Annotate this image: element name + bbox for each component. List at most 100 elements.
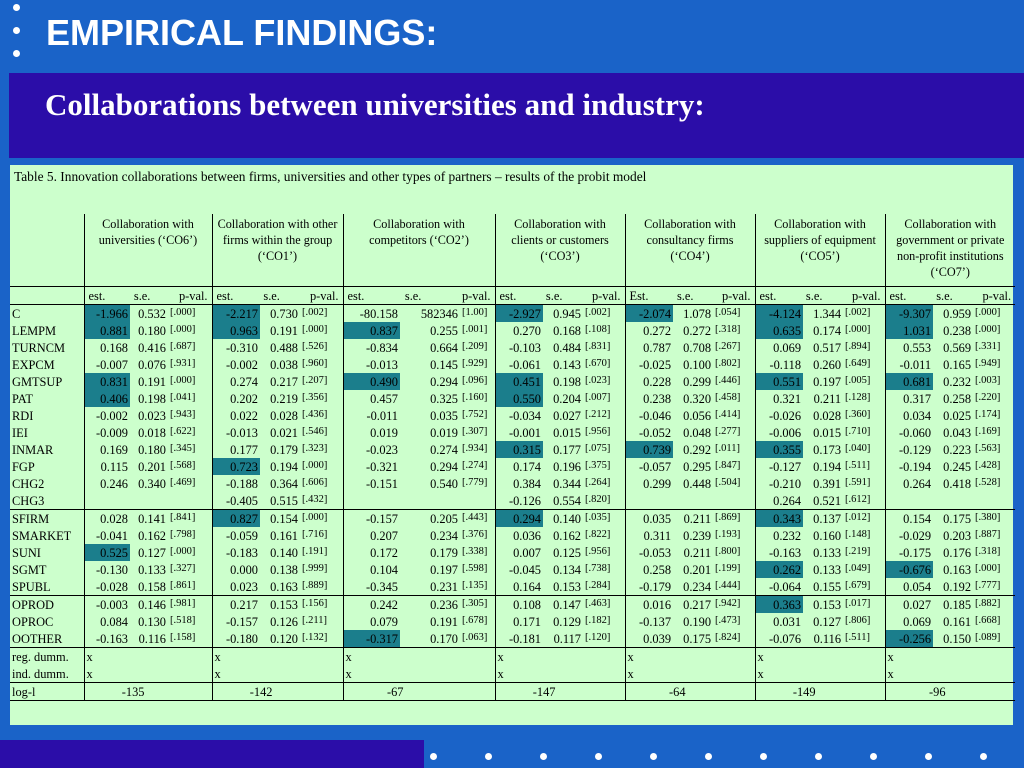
p-value-cell: [.428] <box>975 460 1001 471</box>
estimate-cell <box>342 492 400 510</box>
p-value-cell: [.511] <box>845 632 871 643</box>
std-error-cell: 0.540 <box>430 476 458 491</box>
estimate-cell: -0.157 <box>211 613 260 630</box>
table-row: TURNCM 0.168 0.416 [.687] -0.310 0.488 [.526] -… <box>10 339 1015 356</box>
p-value-cell: [.274] <box>462 460 488 471</box>
estimate-cell: -0.026 <box>754 407 804 424</box>
p-value-cell: [.002] <box>843 304 886 322</box>
p-value-cell: [.649] <box>845 358 871 369</box>
std-error-cell: 0.021 <box>270 425 298 440</box>
std-error-cell: 0.130 <box>138 614 166 629</box>
subheader-label: s.e. <box>676 288 694 303</box>
estimate-cell: 0.084 <box>83 613 130 630</box>
p-value-cell: [.307] <box>462 426 488 437</box>
estimate-cell: -0.045 <box>494 561 543 578</box>
p-value-cell: [.305] <box>460 595 495 613</box>
estimate-cell: 0.550 <box>494 390 543 407</box>
std-error-cell: 0.204 <box>553 391 581 406</box>
std-error-cell: 0.018 <box>138 425 166 440</box>
std-error-cell: 0.295 <box>683 459 712 474</box>
subheader-label: est. <box>889 288 907 303</box>
table-row: SGMT -0.130 0.133 [.327] 0.000 0.138 [.999] 0.1… <box>10 561 1015 578</box>
p-value-cell: [.005] <box>845 375 871 386</box>
dummy-row: ind. dumm. x x x x x x x <box>10 665 1016 683</box>
std-error-cell: 0.274 <box>430 442 458 457</box>
p-value-cell: [.002] <box>300 304 343 322</box>
estimate-cell: -0.052 <box>624 424 674 441</box>
std-error-cell: 0.234 <box>683 579 712 594</box>
estimate-cell: -0.834 <box>342 339 400 356</box>
estimate-cell: -0.175 <box>884 544 934 561</box>
estimate-cell: 0.274 <box>211 373 260 390</box>
estimate-cell: 0.177 <box>211 441 260 458</box>
estimate-cell: 0.739 <box>624 441 674 458</box>
dot-icon <box>980 753 987 760</box>
p-value-cell: [.199] <box>715 563 741 574</box>
std-error-cell: 1.078 <box>673 304 714 322</box>
std-error-cell: 0.127 <box>813 614 842 629</box>
estimate-cell: -0.179 <box>624 578 674 596</box>
p-value-cell: [.120] <box>585 632 611 643</box>
p-value-cell: [.000] <box>302 460 328 471</box>
estimate-cell: -0.007 <box>83 356 130 373</box>
dot-icon <box>540 753 547 760</box>
variable-label: SPUBL <box>12 579 51 594</box>
p-value-cell: [.956] <box>585 546 611 557</box>
p-value-cell: [.943] <box>170 409 196 420</box>
p-value-cell: [.802] <box>715 358 741 369</box>
loglik-row: log-l -135 -142 -67 -147 -64 -149 -96 <box>10 682 1016 701</box>
p-value-cell: [.345] <box>170 443 196 454</box>
subheader-label: s.e. <box>545 288 563 303</box>
column-subheader: Est. s.e. p-val. <box>624 286 756 305</box>
estimate-cell: 0.232 <box>754 527 804 544</box>
estimate-cell: -0.034 <box>494 407 543 424</box>
std-error-cell: 0.116 <box>138 631 166 646</box>
subheader-label: Est. <box>629 288 649 303</box>
loglik-value: -142 <box>249 684 273 699</box>
p-value-cell: [.612] <box>845 494 871 505</box>
loglik-value: -64 <box>669 684 686 699</box>
loglik-label: log-l <box>10 682 84 701</box>
estimate-cell: 0.311 <box>624 527 674 544</box>
dummy-mark: x <box>754 665 886 683</box>
estimate-cell: 0.168 <box>83 339 130 356</box>
estimate-cell: -0.118 <box>754 356 804 373</box>
estimate-cell <box>83 492 130 510</box>
estimate-cell: -0.256 <box>884 630 934 648</box>
estimate-cell: 0.034 <box>884 407 934 424</box>
estimate-cell: 0.827 <box>211 509 260 527</box>
std-error-cell: 0.125 <box>553 545 581 560</box>
variable-label: PAT <box>12 391 33 406</box>
p-value-cell: [.323] <box>302 443 328 454</box>
estimate-cell: -0.064 <box>754 578 804 596</box>
variable-label: SGMT <box>12 562 47 577</box>
p-value-cell: [.824] <box>715 632 741 643</box>
table-row: RDI -0.002 0.023 [.943] 0.022 0.028 [.436] -0.0… <box>10 407 1015 424</box>
estimate-cell: -0.076 <box>754 630 804 648</box>
std-error-cell: 0.219 <box>270 391 298 406</box>
estimate-cell: -0.029 <box>884 527 934 544</box>
std-error-cell: 0.517 <box>813 340 842 355</box>
std-error-cell: 1.344 <box>803 304 844 322</box>
estimate-cell: 0.262 <box>754 561 804 578</box>
estimate-cell: -0.188 <box>211 475 260 492</box>
p-value-cell: [.956] <box>585 426 611 437</box>
std-error-cell: 0.231 <box>430 579 458 594</box>
estimate-cell: -0.127 <box>754 458 804 475</box>
p-value-cell: [.356] <box>302 392 328 403</box>
estimate-cell: -0.317 <box>342 630 400 648</box>
estimate-cell: 0.028 <box>83 509 130 527</box>
std-error-cell: 0.129 <box>553 614 581 629</box>
subheader-label: p-val. <box>851 288 881 303</box>
std-error-cell: 0.190 <box>683 614 712 629</box>
estimate-cell: 0.023 <box>211 578 260 596</box>
std-error-cell: 0.294 <box>430 374 458 389</box>
p-value-cell: [.563] <box>975 443 1001 454</box>
p-value-cell: [.469] <box>170 477 196 488</box>
estimate-cell: -0.137 <box>624 613 674 630</box>
std-error-cell: 0.515 <box>270 493 298 508</box>
p-value-cell: [.158] <box>170 632 196 643</box>
table-row: OPROC 0.084 0.130 [.518] -0.157 0.126 [.211] 0.… <box>10 613 1015 630</box>
table-row: GMTSUP 0.831 0.191 [.000] 0.274 0.217 [.207] 0.… <box>10 373 1015 390</box>
std-error-cell: 0.239 <box>683 528 712 543</box>
